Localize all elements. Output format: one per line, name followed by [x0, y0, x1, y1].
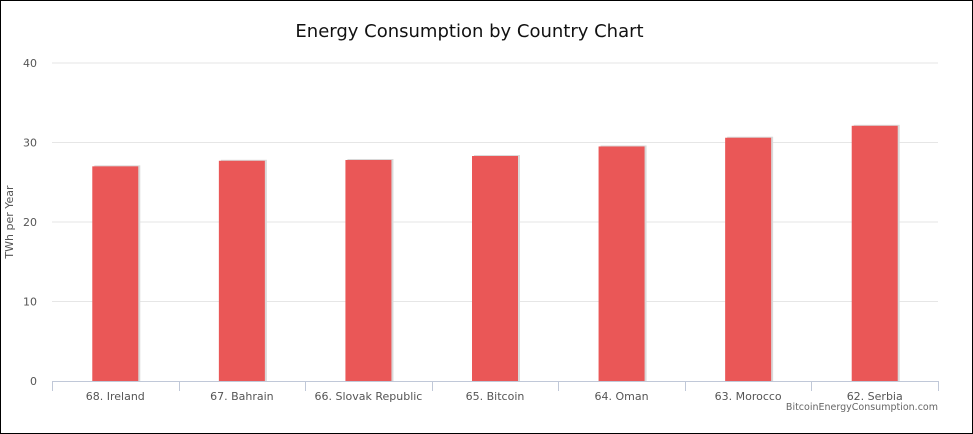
bar[interactable]	[725, 137, 772, 381]
x-tick-label: 62. Serbia	[847, 390, 903, 403]
y-tick-label: 0	[30, 375, 37, 388]
bar[interactable]	[598, 146, 645, 381]
y-tick-label: 30	[23, 137, 37, 150]
axes: 0 10 20 30 40 68. Ireland 67. Bahrain 66. Slova…	[23, 57, 939, 403]
x-tick-label: 65. Bitcoin	[466, 390, 525, 403]
bar[interactable]	[345, 159, 392, 381]
bar[interactable]	[851, 125, 898, 382]
x-tick-label: 67. Bahrain	[210, 390, 274, 403]
credit-text: BitcoinEnergyConsumption.com	[785, 402, 938, 413]
chart-title: Energy Consumption by Country Chart	[295, 21, 644, 42]
x-tick-label: 64. Oman	[595, 390, 649, 403]
x-tick-label: 66. Slovak Republic	[314, 390, 422, 403]
y-tick-label: 10	[23, 296, 37, 309]
x-tick-label: 63. Morocco	[715, 390, 782, 403]
bar[interactable]	[472, 156, 518, 381]
bars	[92, 124, 900, 382]
bar[interactable]	[92, 166, 139, 381]
y-axis-label: TWh per Year	[3, 185, 16, 260]
x-tick-label: 68. Ireland	[86, 390, 145, 403]
y-tick-label: 20	[23, 216, 37, 229]
bar[interactable]	[218, 160, 265, 381]
y-tick-label: 40	[23, 57, 37, 70]
